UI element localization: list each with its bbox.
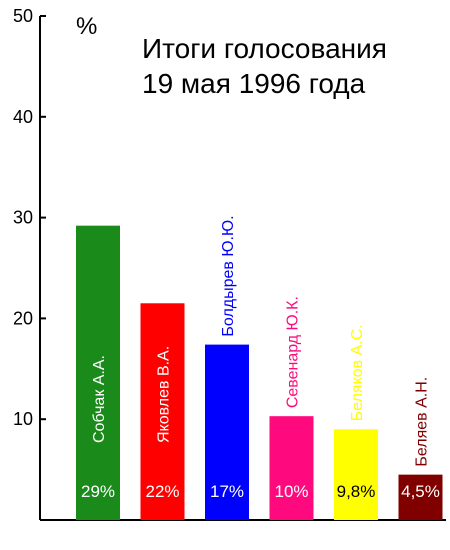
bar-category-label: Болдырев Ю.Ю.: [220, 215, 237, 336]
bar: [205, 344, 249, 520]
bar-value-label: 4,5%: [401, 482, 440, 501]
bar: [140, 303, 185, 520]
bar: [76, 225, 120, 520]
chart-title-line-2: 19 мая 1996 года: [142, 68, 366, 99]
bar-value-label: 22%: [145, 482, 179, 501]
y-tick-label: 30: [13, 208, 33, 228]
bar-category-label: Беляев А.Н.: [414, 377, 431, 467]
y-tick-label: 10: [13, 409, 33, 429]
bar-category-label: Севенард Ю.К.: [285, 296, 302, 408]
bar-category-label: Собчак А.А.: [91, 355, 108, 443]
bar-labels: 29% Собчак А.А. 22% Яковлев В.А. 17% Болдырев…: [81, 215, 440, 501]
y-tick-label: 40: [13, 107, 33, 127]
bar-value-label: 9,8%: [337, 482, 376, 501]
bar-value-label: 17%: [210, 482, 244, 501]
chart-title-line-1: Итоги голосования: [142, 33, 387, 64]
bar: [398, 474, 443, 520]
bar-value-label: 10%: [274, 482, 308, 501]
bars: [76, 225, 443, 520]
bar: [269, 416, 314, 520]
y-tick-label: 50: [13, 6, 33, 26]
bar-category-label: Яковлев В.А.: [156, 346, 173, 443]
y-axis-unit-label: %: [76, 13, 97, 40]
y-tick-label: 20: [13, 308, 33, 328]
bar-value-label: 29%: [81, 482, 115, 501]
bar-category-label: Беляков А.С.: [349, 324, 366, 421]
bar: [334, 429, 378, 520]
